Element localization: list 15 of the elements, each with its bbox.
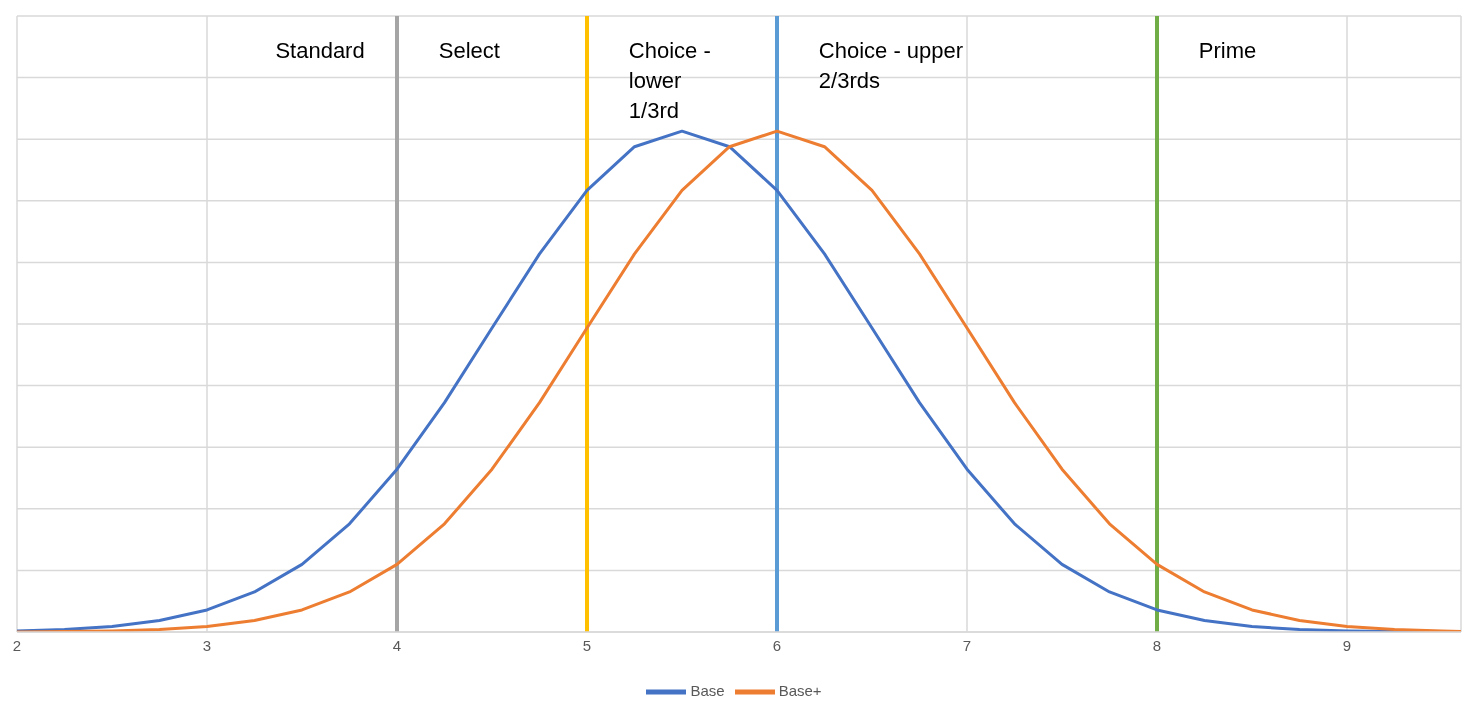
text: Choice - upper 2/3rds	[818, 37, 964, 95]
legend-label: Base	[690, 681, 725, 699]
x-tick-label: 5	[582, 636, 592, 654]
x-tick-label: 2	[12, 636, 22, 654]
x-tick-label: 6	[772, 636, 782, 654]
x-tick-label: 9	[1342, 636, 1352, 654]
x-tick-label: 7	[962, 636, 972, 654]
x-tick-label: 8	[1152, 636, 1162, 654]
x-tick-label: 4	[392, 636, 402, 654]
x-tick-label: 3	[202, 636, 212, 654]
text: Select	[438, 37, 500, 65]
text: Choice - lower 1/3rd	[628, 37, 711, 125]
text: Standard	[275, 37, 365, 65]
legend-label: Base+	[778, 681, 822, 699]
text: Prime	[1198, 37, 1257, 65]
